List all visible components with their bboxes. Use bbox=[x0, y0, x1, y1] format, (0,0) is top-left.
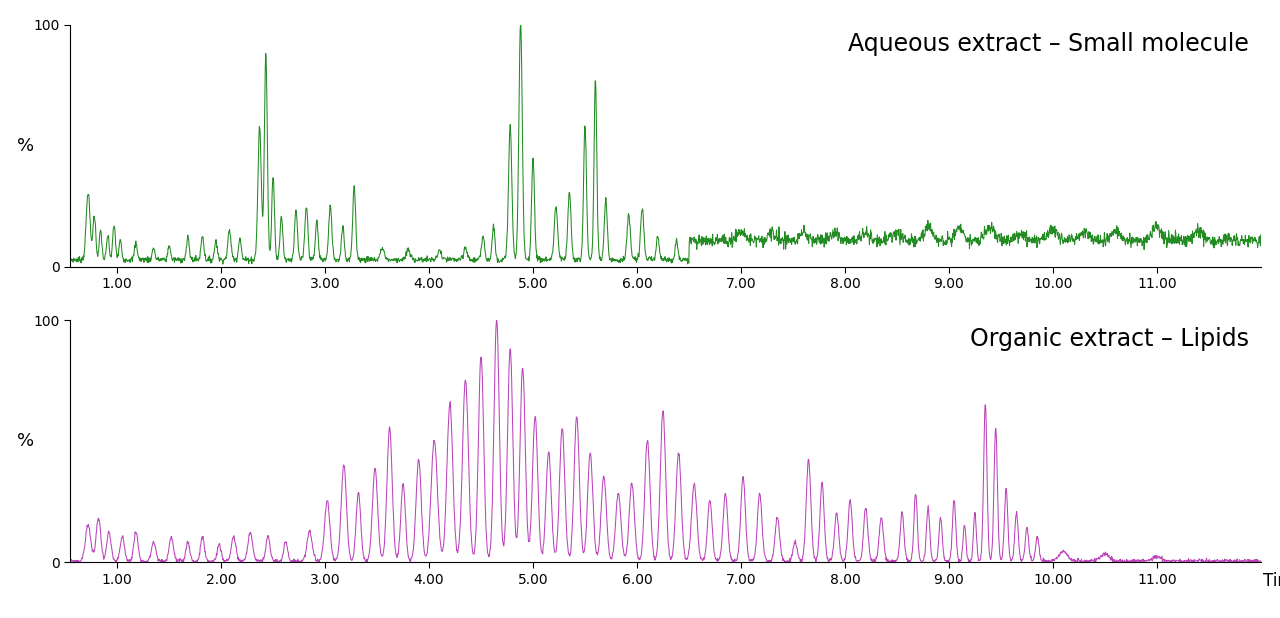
Text: Organic extract – Lipids: Organic extract – Lipids bbox=[970, 328, 1249, 352]
Y-axis label: %: % bbox=[17, 137, 33, 155]
Text: Time: Time bbox=[1263, 572, 1280, 590]
Y-axis label: %: % bbox=[17, 432, 33, 451]
Text: Aqueous extract – Small molecule: Aqueous extract – Small molecule bbox=[849, 32, 1249, 56]
